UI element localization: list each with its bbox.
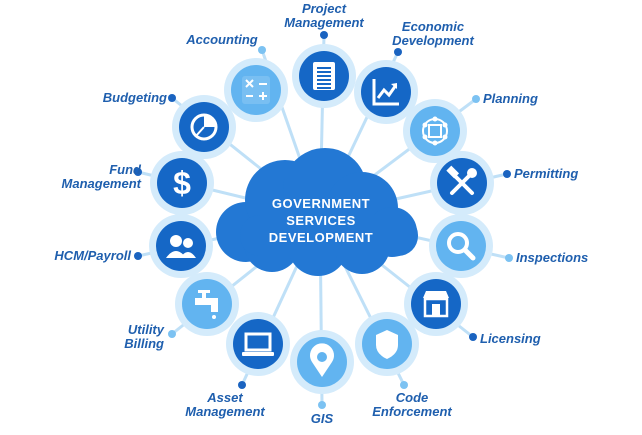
label-fund-management: Fund Management (62, 163, 141, 191)
label-budgeting: Budgeting (103, 91, 167, 105)
label-line: Economic (401, 19, 465, 34)
dot-economic-development (394, 48, 402, 56)
node-inspections (436, 221, 486, 271)
faucet-icon (195, 290, 218, 319)
label-asset-management: Asset Management (185, 391, 264, 419)
label-economic-development: Economic Development (392, 20, 474, 48)
hub-cloud (216, 148, 418, 276)
laptop-icon (242, 332, 274, 356)
node-code-enforcement (362, 319, 412, 369)
label-line: Inspections (516, 250, 589, 265)
label-line: HCM/Payroll (54, 248, 131, 263)
node-gis (297, 337, 347, 387)
label-line: Licensing (480, 331, 541, 346)
label-line: Billing (124, 336, 164, 351)
dot-gis (318, 401, 326, 409)
label-gis: GIS (311, 412, 333, 426)
pie-chart-icon (190, 113, 218, 141)
dot-fund-management (134, 168, 142, 176)
node-utility-billing (182, 279, 232, 329)
label-line: Permitting (514, 166, 579, 181)
label-line: Budgeting (102, 90, 167, 105)
node-budgeting (179, 102, 229, 152)
dot-licensing (469, 333, 477, 341)
map-pin-icon (310, 343, 335, 377)
label-line: Code (395, 390, 429, 405)
label-line: Management (284, 15, 364, 30)
label-line: Enforcement (372, 404, 452, 419)
label-line: Project (301, 1, 347, 16)
label-line: Asset (207, 390, 243, 405)
label-line: Management (61, 176, 141, 191)
document-list-icon (313, 62, 335, 90)
node-accounting (231, 65, 281, 115)
label-planning: Planning (483, 92, 538, 106)
node-project-management (299, 51, 349, 101)
network-cube-icon (422, 116, 448, 146)
hub-title-line-1: GOVERNMENT (271, 196, 371, 211)
magnifier-icon (447, 232, 476, 261)
label-accounting: Accounting (186, 33, 258, 47)
label-code-enforcement: Code Enforcement (372, 391, 451, 419)
dot-planning (472, 95, 480, 103)
node-economic-development (361, 67, 411, 117)
label-line: Accounting (186, 32, 258, 47)
dot-budgeting (168, 94, 176, 102)
hub-title-line-3: DEVELOPMENT (268, 230, 374, 245)
label-inspections: Inspections (516, 251, 588, 265)
label-licensing: Licensing (480, 332, 541, 346)
label-line: Management (185, 404, 265, 419)
dot-inspections (505, 254, 513, 262)
label-line: Fund (109, 162, 141, 177)
label-line: Planning (483, 91, 538, 106)
label-project-management: Project Management (284, 2, 363, 30)
node-permitting (437, 158, 487, 208)
line-chart-icon (372, 79, 399, 106)
dot-project-management (320, 31, 328, 39)
svg-text:$: $ (173, 165, 191, 201)
node-planning (410, 106, 460, 156)
label-utility-billing: Utility Billing (124, 323, 164, 351)
node-asset-management (233, 319, 283, 369)
calculator-icon (242, 76, 270, 104)
badge-icon (376, 330, 398, 359)
node-hcm-payroll (156, 221, 206, 271)
dot-accounting (258, 46, 266, 54)
label-line: Development (392, 33, 474, 48)
node-licensing (411, 279, 461, 329)
people-icon (166, 235, 196, 258)
dot-code-enforcement (400, 381, 408, 389)
dot-asset-management (238, 381, 246, 389)
label-permitting: Permitting (514, 167, 578, 181)
label-line: GIS (310, 411, 334, 426)
storefront-icon (423, 291, 449, 318)
dot-permitting (503, 170, 511, 178)
dot-hcm-payroll (134, 252, 142, 260)
label-hcm-payroll: HCM/Payroll (54, 249, 131, 263)
dollar-icon: $ (173, 165, 191, 201)
node-fund-management: $ (157, 158, 207, 208)
dot-utility-billing (168, 330, 176, 338)
hub-title-line-2: SERVICES (286, 213, 356, 228)
label-line: Utility (127, 322, 164, 337)
hammer-wrench-icon (446, 165, 477, 195)
